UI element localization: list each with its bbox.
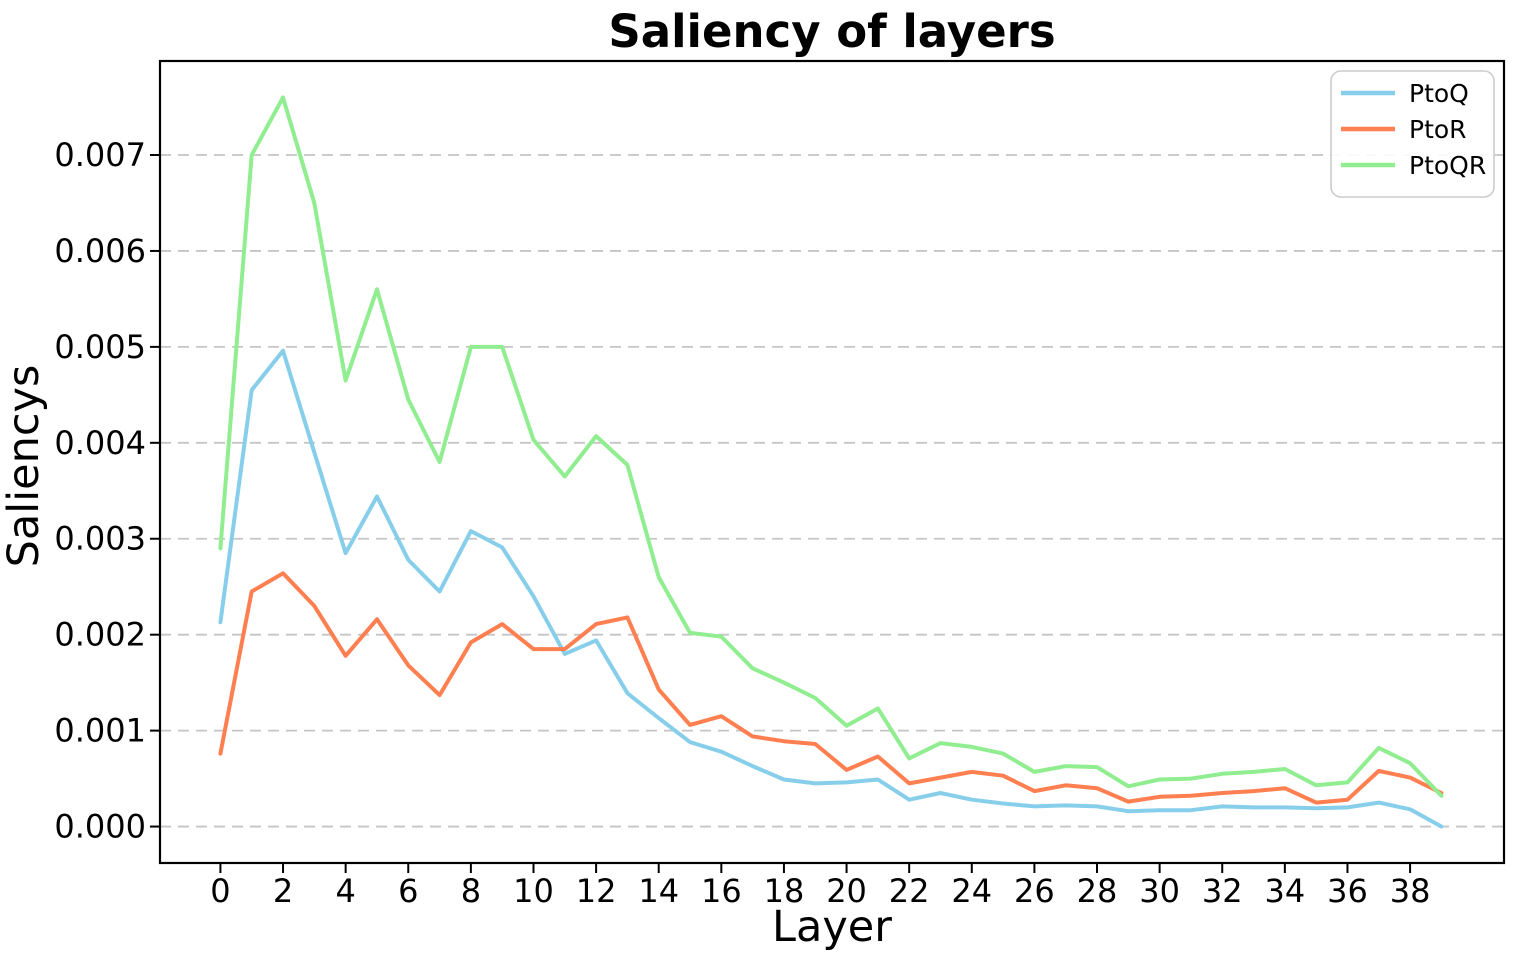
x-tick-label-22: 22 [889, 872, 930, 910]
legend-label-PtoQR: PtoQR [1409, 151, 1486, 180]
grid-layer [160, 154, 1504, 828]
x-tick-label-2: 2 [273, 872, 293, 910]
x-tick-label-6: 6 [398, 872, 418, 910]
x-tick-label-4: 4 [335, 872, 355, 910]
series-line-PtoQ [218, 348, 1444, 829]
y-tick-label-0.007: 0.007 [54, 136, 146, 174]
series-line-PtoQR [218, 95, 1444, 798]
series-line-PtoR [218, 571, 1444, 805]
y-tick-label-0.003: 0.003 [54, 520, 146, 558]
x-tick-label-12: 12 [576, 872, 617, 910]
plot-border [158, 59, 1506, 865]
x-tick-label-18: 18 [764, 872, 805, 910]
x-tick-label-28: 28 [1077, 872, 1118, 910]
x-tick-label-24: 24 [951, 872, 992, 910]
y-tick-label-0.005: 0.005 [54, 328, 146, 366]
y-tick-label-0.002: 0.002 [54, 616, 146, 654]
x-tick-label-30: 30 [1139, 872, 1180, 910]
chart-title: Saliency of layers [608, 5, 1055, 58]
axes-layer: 0.000 0.001 0.002 0.003 0.004 0.005 0.006 0.007… [54, 59, 1506, 910]
x-tick-label-14: 14 [638, 872, 679, 910]
y-axis-label: Saliencys [0, 365, 49, 568]
legend: PtoQ PtoR PtoQR [1330, 70, 1495, 198]
y-tick-label-0.000: 0.000 [54, 808, 146, 846]
y-tick-label-0.001: 0.001 [54, 712, 146, 750]
x-tick-label-16: 16 [701, 872, 742, 910]
x-tick-label-36: 36 [1327, 872, 1368, 910]
x-tick-label-10: 10 [513, 872, 554, 910]
y-tick-label-0.004: 0.004 [54, 424, 146, 462]
x-tick-label-38: 38 [1390, 872, 1431, 910]
x-tick-label-0: 0 [210, 872, 230, 910]
series-layer [218, 95, 1444, 829]
x-tick-label-8: 8 [461, 872, 481, 910]
legend-label-PtoQ: PtoQ [1409, 79, 1469, 108]
legend-label-PtoR: PtoR [1409, 115, 1467, 144]
y-tick-label-0.006: 0.006 [54, 232, 146, 270]
x-tick-label-26: 26 [1014, 872, 1055, 910]
x-tick-label-20: 20 [826, 872, 867, 910]
x-tick-label-32: 32 [1202, 872, 1243, 910]
x-axis-label: Layer [772, 902, 892, 952]
x-tick-label-34: 34 [1264, 872, 1305, 910]
